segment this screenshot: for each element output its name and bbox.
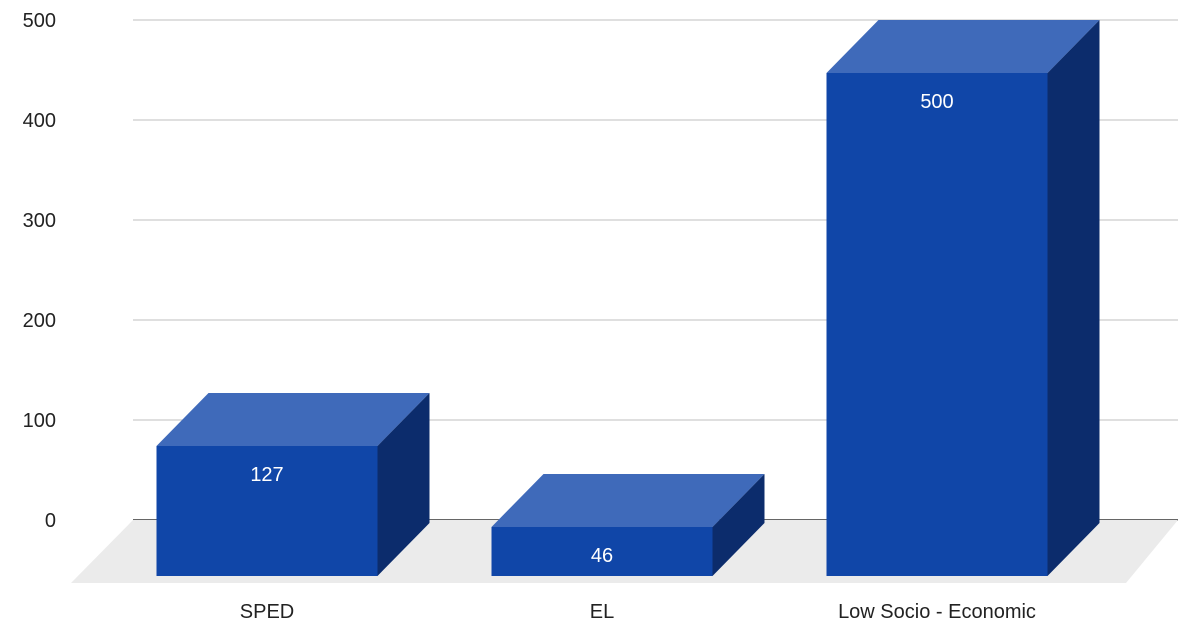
y-tick-label: 300	[23, 210, 56, 232]
bar-side-face	[377, 393, 430, 576]
bar	[826, 73, 1048, 576]
data-label: 46	[591, 545, 613, 567]
bars: 127 46 500	[156, 20, 1100, 576]
y-axis-ticks: 0 100 200 300 400 500	[23, 10, 56, 532]
data-label: 500	[920, 91, 953, 113]
y-tick-label: 0	[45, 510, 56, 532]
x-tick-label: SPED	[240, 601, 294, 623]
data-label: 127	[250, 464, 283, 486]
x-axis-labels: SPED EL Low Socio - Economic	[240, 601, 1036, 623]
bar-top-face	[491, 474, 765, 527]
x-tick-label: Low Socio - Economic	[838, 601, 1036, 623]
bar-side-face	[712, 474, 765, 576]
bar	[491, 527, 713, 576]
bar-top-face	[156, 393, 430, 446]
y-tick-label: 500	[23, 10, 56, 32]
y-tick-label: 100	[23, 410, 56, 432]
y-tick-label: 400	[23, 110, 56, 132]
bar-side-face	[1047, 20, 1100, 576]
bar-top-face	[826, 20, 1100, 73]
x-tick-label: EL	[590, 601, 614, 623]
y-tick-label: 200	[23, 310, 56, 332]
bar	[156, 446, 378, 576]
